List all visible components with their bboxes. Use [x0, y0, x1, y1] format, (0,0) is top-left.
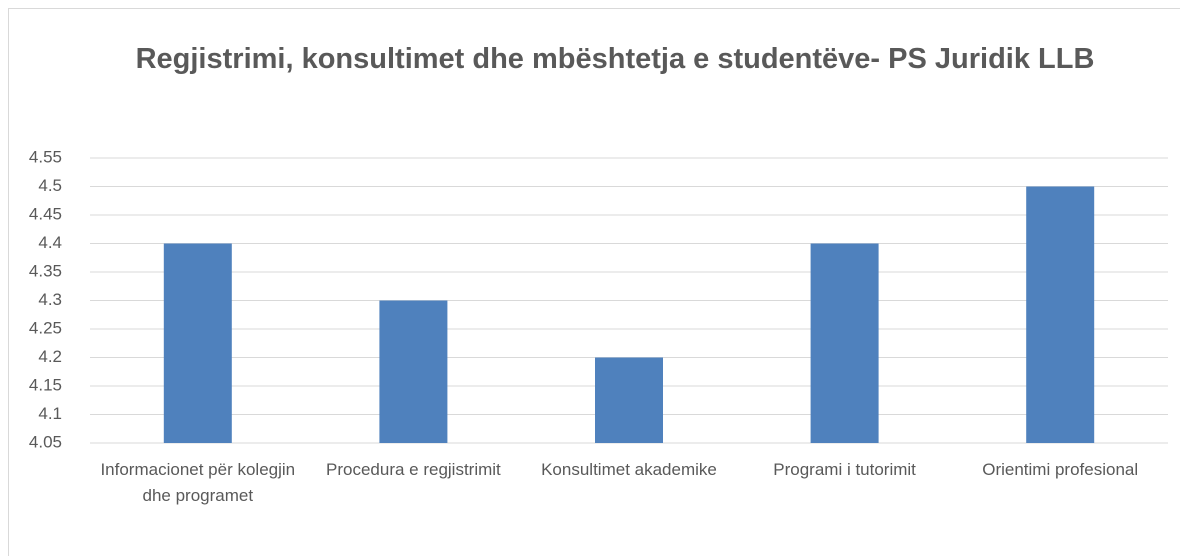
bar — [1026, 186, 1095, 443]
y-tick-label: 4.05 — [29, 432, 62, 451]
y-tick-label: 4.15 — [29, 375, 62, 394]
y-tick-label: 4.4 — [38, 233, 62, 252]
x-tick-label: Konsultimet akademike — [541, 460, 717, 479]
x-tick-label: Informacionet për kolegjin dhe programet — [100, 460, 296, 505]
y-tick-label: 4.55 — [29, 147, 62, 166]
y-tick-label: 4.5 — [38, 176, 62, 195]
chart-border — [8, 8, 1180, 556]
x-tick-label: Procedura e regjistrimit — [326, 460, 501, 479]
y-tick-label: 4.35 — [29, 261, 62, 280]
x-tick-label: Programi i tutorimit — [773, 460, 916, 479]
chart-title: Regjistrimi, konsultimet dhe mbështetja … — [135, 43, 1095, 75]
bar — [810, 243, 879, 443]
bar — [163, 243, 232, 443]
y-tick-label: 4.2 — [38, 347, 62, 366]
y-tick-label: 4.1 — [38, 404, 62, 423]
bar — [379, 300, 448, 443]
y-tick-label: 4.3 — [38, 290, 62, 309]
y-tick-label: 4.25 — [29, 318, 62, 337]
y-tick-label: 4.45 — [29, 204, 62, 223]
bar — [595, 357, 663, 443]
x-tick-label: Orientimi profesional — [982, 460, 1139, 479]
